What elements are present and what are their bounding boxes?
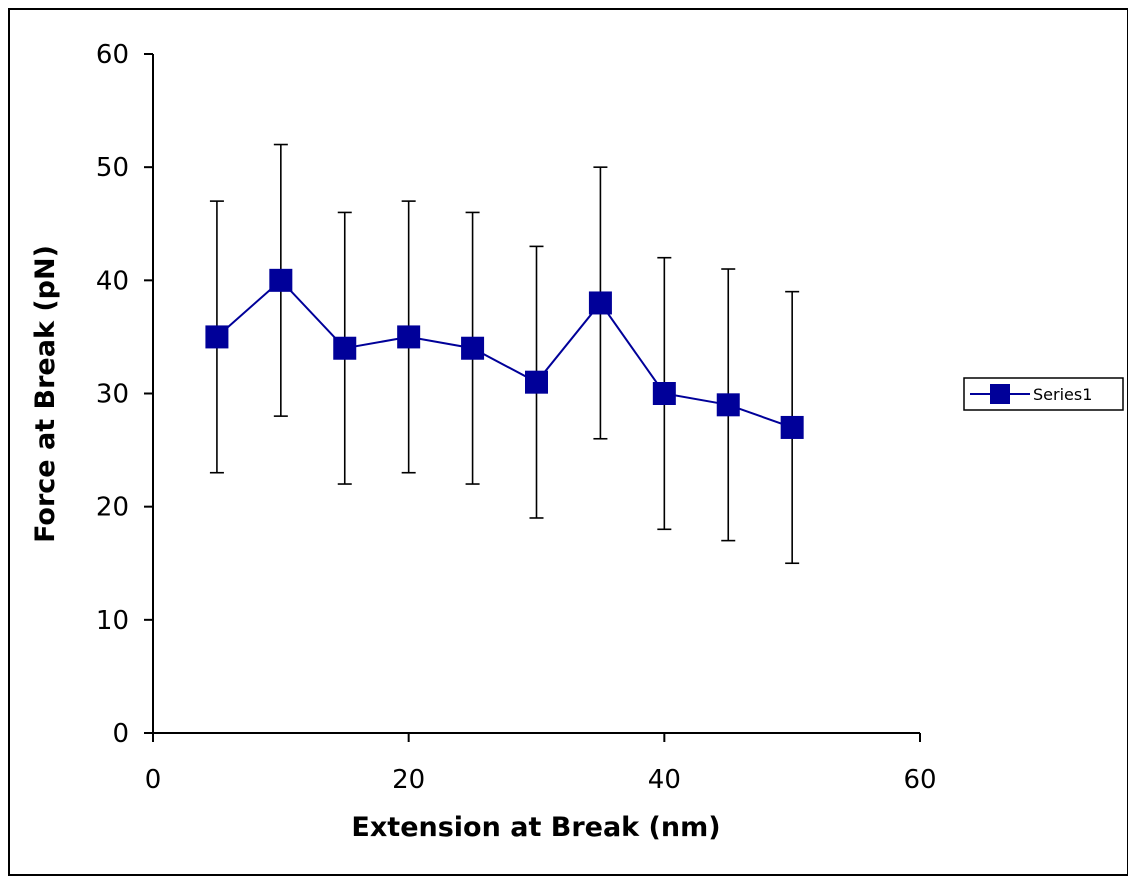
data-point (780, 415, 804, 439)
legend: Series1 (963, 377, 1124, 411)
y-tick-label: 60 (96, 40, 129, 70)
legend-label: Series1 (1033, 385, 1092, 404)
y-tick-label: 40 (96, 266, 129, 296)
x-axis-title: Extension at Break (nm) (351, 812, 720, 843)
legend-marker (990, 384, 1010, 404)
x-tick-label: 60 (903, 765, 936, 795)
y-tick-label: 20 (96, 493, 129, 523)
y-tick-label: 30 (96, 380, 129, 410)
y-tick-label: 0 (112, 719, 129, 749)
data-point (205, 325, 229, 349)
x-tick-label: 0 (145, 765, 162, 795)
x-tick-label: 20 (392, 765, 425, 795)
x-tick-label: 40 (648, 765, 681, 795)
y-axis-title: Force at Break (pN) (30, 245, 61, 543)
y-tick-label: 50 (96, 153, 129, 183)
y-tick-label: 10 (96, 606, 129, 636)
data-point (652, 382, 676, 405)
data-point (716, 393, 740, 417)
data-point (588, 291, 612, 315)
data-point (397, 325, 421, 349)
data-point (525, 370, 548, 394)
chart-border (8, 8, 1128, 876)
data-point (269, 268, 293, 292)
plot-layer: 0 10 20 30 40 50 60 0 20 40 60 (96, 40, 937, 795)
data-point (461, 336, 485, 360)
series-line (216, 278, 793, 429)
data-point (333, 336, 357, 360)
